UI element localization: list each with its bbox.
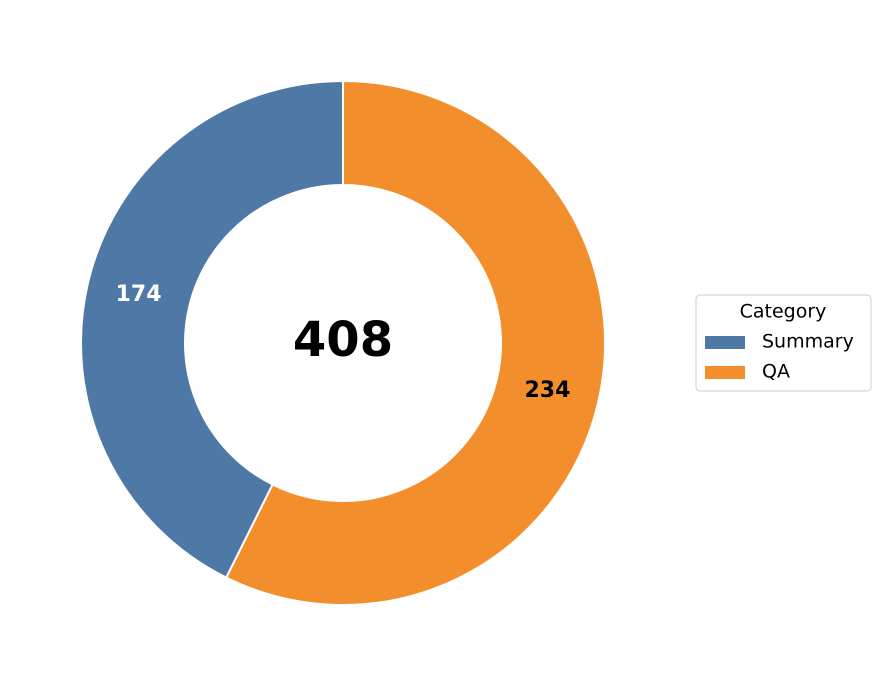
legend-swatch [705, 336, 745, 349]
legend-title: Category [740, 301, 827, 323]
value-label: 234 [524, 378, 570, 403]
legend-swatch [705, 366, 745, 379]
donut-slice [224, 79, 606, 606]
donut-slice [80, 79, 344, 579]
center-total: 408 [293, 312, 393, 368]
legend-label: QA [762, 361, 790, 383]
value-label: 174 [116, 282, 162, 307]
legend-label: Summary [762, 331, 854, 353]
